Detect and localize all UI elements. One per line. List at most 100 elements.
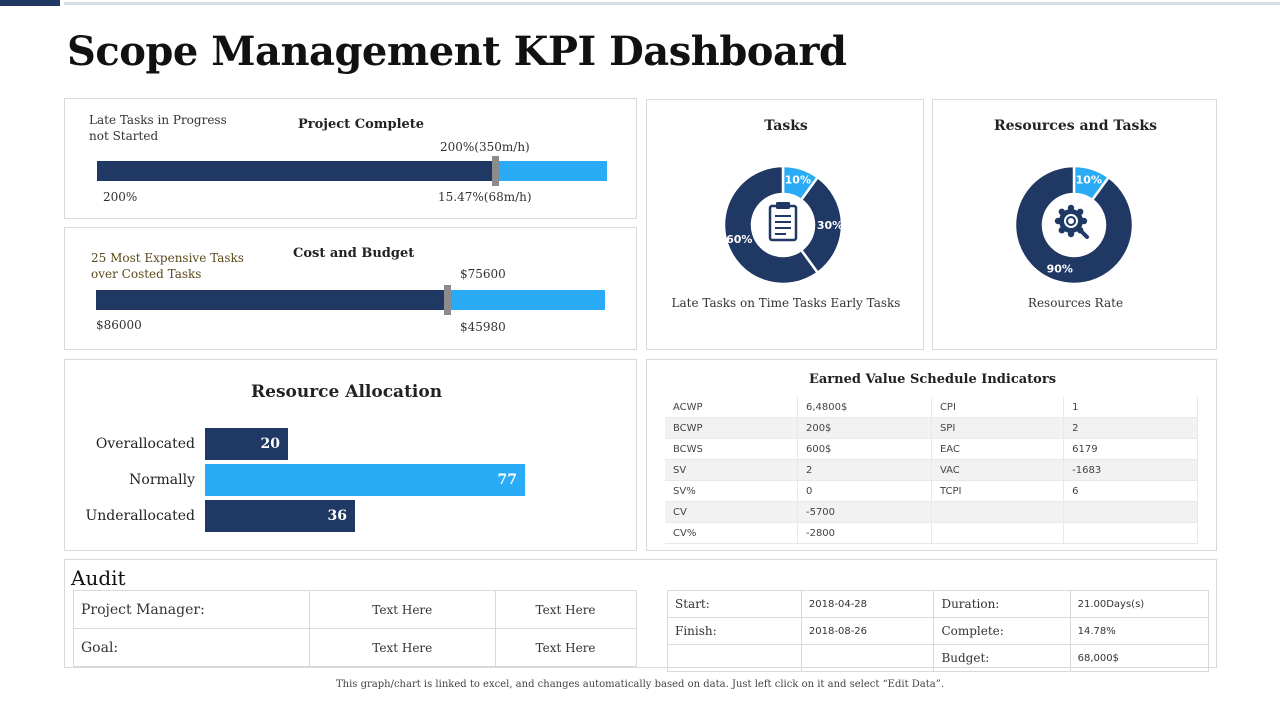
table-cell	[1063, 501, 1198, 523]
table-cell: 2	[1063, 417, 1198, 439]
table-cell: ACWP	[665, 397, 798, 418]
table-cell: CPI	[931, 397, 1065, 418]
schedule-field-value: 68,000$	[1069, 644, 1210, 672]
audit-field-value[interactable]: Text Here	[495, 590, 637, 629]
audit-field-label: Goal:	[72, 628, 311, 667]
earned-value-panel: Earned Value Schedule Indicators ACWP 6,4…	[646, 359, 1217, 551]
donut-slice[interactable]	[722, 164, 820, 286]
cost-budget-legend: 25 Most Expensive Tasks over Costed Task…	[91, 251, 244, 281]
table-cell: SV	[665, 459, 798, 481]
schedule-field-value: 14.78%	[1069, 617, 1210, 645]
table-cell: BCWS	[665, 438, 798, 460]
project-complete-panel: Late Tasks in Progress not Started Proje…	[64, 98, 637, 219]
donut-slice-label: 60%	[726, 233, 752, 246]
audit-field-value[interactable]: Text Here	[495, 628, 637, 667]
schedule-field-label: Complete:	[933, 617, 1071, 645]
table-cell: VAC	[931, 459, 1065, 481]
tasks-heading: Tasks	[764, 118, 808, 134]
project-complete-bar-fill	[97, 161, 495, 181]
audit-panel: Audit Project Manager: Text Here Text Here…	[64, 559, 1217, 672]
resource-allocation-bar[interactable]: 20	[205, 428, 288, 460]
project-complete-target-label: 200%(350m/h)	[440, 140, 530, 154]
audit-field-value[interactable]: Text Here	[309, 628, 497, 667]
table-cell: TCPI	[931, 480, 1065, 502]
top-accent-dark	[0, 0, 60, 6]
table-row: SV% 0 TCPI 6	[665, 480, 1198, 502]
resource-allocation-panel: Resource Allocation Overallocated 20 Norma…	[64, 359, 637, 551]
table-row: Budget: 68,000$	[667, 644, 1210, 672]
table-row: BCWS 600$ EAC 6179	[665, 438, 1198, 460]
resource-allocation-bar[interactable]: 77	[205, 464, 525, 496]
table-cell: 600$	[797, 438, 932, 460]
audit-field-value[interactable]: Text Here	[309, 590, 497, 629]
table-cell: SPI	[931, 417, 1065, 439]
table-row: Start: 2018-04-28 Duration: 21.00Days(s)	[667, 590, 1210, 618]
table-cell	[931, 522, 1065, 544]
project-complete-legend: Late Tasks in Progress not Started	[89, 113, 227, 143]
schedule-field-label: Duration:	[933, 590, 1071, 618]
table-row: BCWP 200$ SPI 2	[665, 417, 1198, 439]
top-accent-light	[64, 2, 1280, 5]
earned-value-heading: Earned Value Schedule Indicators	[808, 372, 1057, 387]
cost-budget-marker[interactable]	[444, 285, 451, 315]
table-cell: 1	[1063, 397, 1198, 418]
table-cell: CV%	[665, 522, 798, 544]
table-row: Project Manager: Text Here Text Here	[72, 590, 637, 629]
gear-search-icon	[1054, 204, 1089, 239]
table-cell: 2	[797, 459, 932, 481]
resource-allocation-heading: Resource Allocation	[251, 382, 443, 402]
table-cell: -2800	[797, 522, 932, 544]
cost-budget-right-value: $45980	[460, 320, 506, 334]
tasks-caption: Late Tasks on Time Tasks Early Tasks	[671, 296, 901, 310]
schedule-field-label: Finish:	[667, 617, 802, 645]
resources-tasks-panel: Resources and Tasks 10% 90% Resources Rat…	[932, 99, 1217, 350]
table-row: Goal: Text Here Text Here	[72, 628, 637, 667]
schedule-field-value: 2018-08-26	[800, 617, 935, 645]
tasks-donut-chart[interactable]: 10% 30% 60%	[718, 160, 848, 290]
donut-slice[interactable]	[799, 175, 844, 275]
resource-allocation-label: Normally	[129, 472, 195, 488]
table-row: Finish: 2018-08-26 Complete: 14.78%	[667, 617, 1210, 645]
table-row: SV 2 VAC -1683	[665, 459, 1198, 481]
cost-budget-heading: Cost and Budget	[293, 246, 415, 261]
table-row: CV% -2800	[665, 522, 1198, 544]
schedule-field-value: 2018-04-28	[800, 590, 935, 618]
donut-slice-label: 90%	[1047, 263, 1073, 276]
footer-note: This graph/chart is linked to excel, and…	[335, 679, 945, 690]
table-cell: -1683	[1063, 459, 1198, 481]
audit-field-label: Project Manager:	[72, 590, 311, 629]
top-accent-bar	[0, 0, 1280, 6]
audit-heading: Audit	[71, 566, 126, 590]
table-cell	[931, 501, 1065, 523]
project-complete-heading: Project Complete	[298, 117, 425, 132]
resource-allocation-label: Overallocated	[95, 436, 195, 452]
resources-tasks-caption: Resources Rate	[1027, 296, 1124, 310]
schedule-field-label: Budget:	[933, 644, 1071, 672]
table-cell: BCWP	[665, 417, 798, 439]
table-row: ACWP 6,4800$ CPI 1	[665, 397, 1198, 418]
table-cell	[1063, 522, 1198, 544]
schedule-field-label	[667, 644, 802, 672]
project-complete-marker[interactable]	[492, 156, 499, 186]
table-cell: 0	[797, 480, 932, 502]
table-cell: 6,4800$	[797, 397, 932, 418]
resource-allocation-bar[interactable]: 36	[205, 500, 355, 532]
table-cell: CV	[665, 501, 798, 523]
table-cell: 200$	[797, 417, 932, 439]
audit-table: Project Manager: Text Here Text Here Goal: T…	[72, 590, 637, 667]
cost-budget-target-label: $75600	[460, 267, 506, 281]
tasks-panel: Tasks 10% 30% 60% Late Tasks on Time Tasks…	[646, 99, 924, 350]
cost-budget-panel: 25 Most Expensive Tasks over Costed Task…	[64, 227, 637, 350]
table-row: CV -5700	[665, 501, 1198, 523]
table-cell: -5700	[797, 501, 932, 523]
donut-slice[interactable]	[1013, 164, 1135, 286]
donut-slice-label: 30%	[817, 219, 843, 232]
earned-value-table: ACWP 6,4800$ CPI 1 BCWP 200$ SPI 2 BCWS 600$ EAC 61…	[665, 397, 1198, 544]
table-cell: 6	[1063, 480, 1198, 502]
cost-budget-left-value: $86000	[96, 318, 142, 332]
donut-slice-label: 10%	[785, 173, 811, 186]
resources-tasks-donut-chart[interactable]: 10% 90%	[1009, 160, 1139, 290]
page-title: Scope Management KPI Dashboard	[67, 28, 847, 75]
table-cell: 6179	[1063, 438, 1198, 460]
project-complete-right-value: 15.47%(68m/h)	[438, 190, 532, 204]
